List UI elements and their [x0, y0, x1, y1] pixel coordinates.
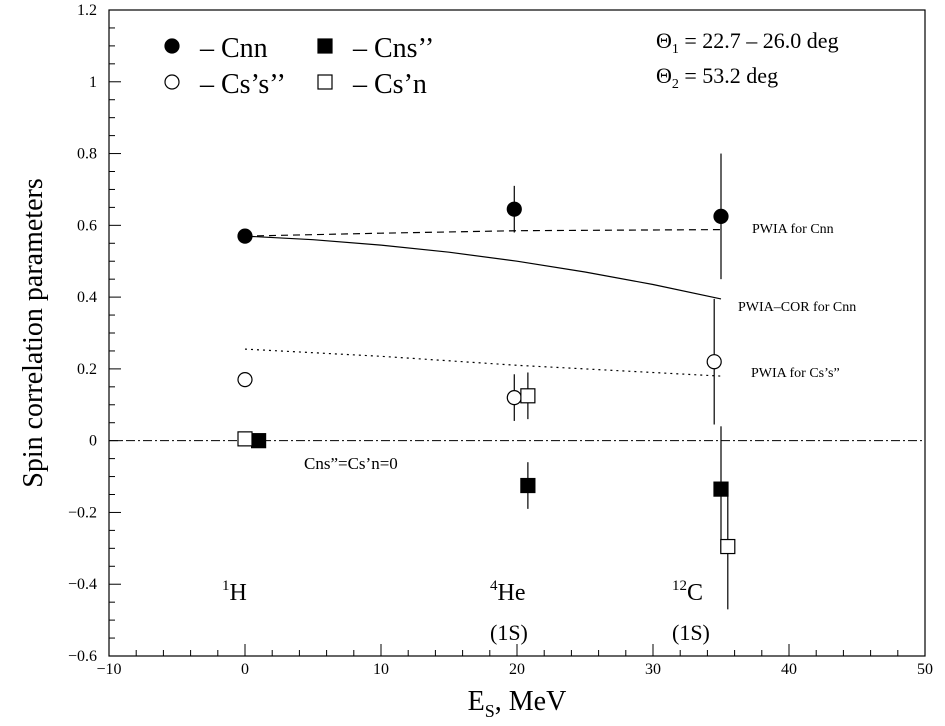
y-tick-label: −0.6: [68, 648, 97, 665]
angle-subscript: 1: [672, 42, 679, 57]
y-tick-label: 1.2: [77, 2, 97, 19]
annotation: Cns”=Cs’n=0: [304, 454, 398, 473]
data-point: [237, 228, 253, 244]
element-symbol: H: [230, 580, 247, 606]
mass-number: 4: [490, 578, 498, 594]
x-axis-title-subscript: S: [485, 701, 495, 721]
mass-number: 12: [672, 578, 687, 594]
y-tick-label: 0: [89, 433, 97, 450]
nucleus-label: 4He: [490, 578, 525, 606]
theory-curve: [244, 229, 722, 237]
legend-label: – Cs’s’’: [199, 69, 286, 100]
angle-value: = 53.2 deg: [679, 63, 778, 88]
data-points: [237, 153, 736, 610]
angle-subscript: 2: [672, 77, 679, 92]
legend-marker: [164, 74, 180, 90]
x-tick-label: 40: [781, 661, 797, 678]
x-tick-label: 20: [509, 661, 525, 678]
nuclear-state-label: (1S): [672, 620, 710, 645]
data-point: [706, 354, 722, 370]
legend-label: – Cnn: [199, 33, 268, 64]
data-point: [251, 433, 267, 449]
x-tick-label: −10: [96, 661, 121, 678]
curve-label: PWIA for Cs’s”: [751, 366, 840, 381]
theory-curve: [244, 235, 722, 300]
legend-label: – Cns’’: [352, 33, 434, 64]
x-tick-label: 10: [373, 661, 389, 678]
nucleus-label: 12C: [672, 578, 703, 606]
angle-parameter: Θ1 = 22.7 – 26.0 deg: [656, 28, 839, 57]
axes: −10 0 10 20 30 40 50 −0.6 −0.4 −0.2 0 0.2 0.4 0.6 0.8 1…: [18, 2, 933, 721]
y-tick-label: −0.4: [68, 576, 97, 593]
element-symbol: C: [687, 580, 703, 606]
y-tick-label: 0.4: [77, 289, 97, 306]
data-point: [506, 390, 522, 406]
y-tick-label: 0.6: [77, 217, 97, 234]
data-point: [520, 388, 536, 404]
legend-marker: [317, 74, 333, 90]
nuclear-state-label: (1S): [490, 620, 528, 645]
curve-label: PWIA for Cnn: [752, 222, 834, 237]
angle-symbol: Θ: [656, 28, 672, 53]
mass-number: 1: [222, 578, 230, 594]
y-tick-label: −0.2: [68, 504, 97, 521]
data-point: [713, 481, 729, 497]
theory-curves: [244, 229, 722, 377]
x-tick-label: 50: [917, 661, 933, 678]
data-point: [237, 431, 253, 447]
legend-marker: [317, 38, 333, 54]
x-tick-label: 30: [645, 661, 661, 678]
data-point: [506, 201, 522, 217]
legend-marker: [164, 38, 180, 54]
data-point: [720, 538, 736, 555]
x-axis-title-unit: , MeV: [495, 686, 567, 717]
data-point: [520, 477, 536, 494]
y-tick-label: 0.2: [77, 361, 97, 378]
x-axis-title-symbol: E: [468, 686, 485, 717]
plot-frame: [108, 9, 926, 657]
element-symbol: He: [498, 580, 526, 606]
curve-label: PWIA–COR for Cnn: [738, 300, 856, 315]
theory-curve: [244, 348, 722, 377]
data-point: [237, 372, 253, 388]
x-axis-title: ES, MeV: [468, 686, 567, 721]
y-tick-label: 1: [89, 74, 97, 91]
x-tick-label: 0: [241, 661, 249, 678]
y-axis-title: Spin correlation parameters: [18, 178, 49, 487]
angle-value: = 22.7 – 26.0 deg: [679, 28, 839, 53]
legend-label: – Cs’n: [352, 69, 427, 100]
angle-parameter: Θ2 = 53.2 deg: [656, 63, 778, 92]
nucleus-label: 1H: [222, 578, 247, 606]
data-point: [713, 208, 729, 224]
angle-symbol: Θ: [656, 63, 672, 88]
y-tick-label: 0.8: [77, 146, 97, 163]
labels: PWIA for Cnn PWIA–COR for Cnn PWIA for Cs’…: [164, 28, 856, 645]
